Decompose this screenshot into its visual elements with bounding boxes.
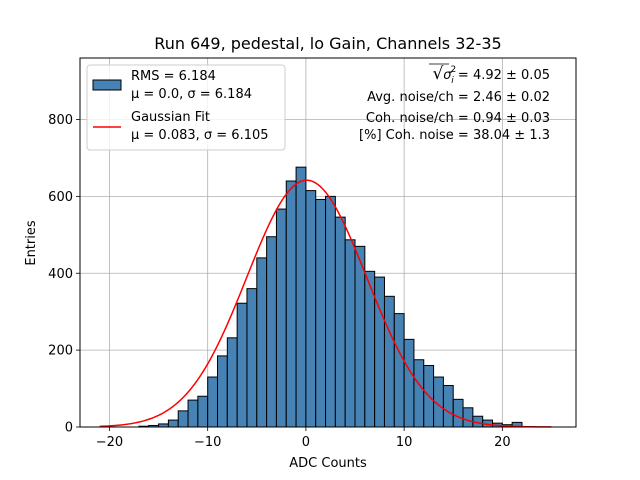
histogram-bar bbox=[403, 338, 415, 428]
pct-coh-noise-annotation: [%] Coh. noise = 38.04 ± 1.3 bbox=[359, 128, 550, 143]
gaussian-fit-curve bbox=[99, 179, 552, 428]
y-axis-label: Entries bbox=[24, 220, 39, 266]
histogram-bar bbox=[285, 180, 297, 428]
histogram-bar bbox=[393, 313, 405, 428]
histogram-bar bbox=[256, 257, 268, 428]
y-tick-label: 0 bbox=[65, 421, 73, 436]
x-tick-label: 0 bbox=[302, 435, 310, 450]
coh-noise-annotation: Coh. noise/ch = 0.94 ± 0.03 bbox=[366, 111, 550, 126]
sigma-sup: 2 bbox=[451, 65, 457, 75]
histogram-bar bbox=[462, 407, 474, 428]
x-tick-label: 20 bbox=[494, 435, 511, 450]
histogram-bar bbox=[452, 398, 464, 428]
x-tick-label: −20 bbox=[96, 435, 123, 450]
x-axis-label: ADC Counts bbox=[289, 456, 367, 471]
plot-frame bbox=[79, 57, 577, 428]
x-tick-label: 10 bbox=[396, 435, 413, 450]
histogram-bar bbox=[413, 359, 425, 428]
histogram-bar bbox=[344, 239, 356, 428]
histogram-bar bbox=[187, 399, 199, 428]
y-tick-label: 400 bbox=[48, 267, 73, 282]
sqrt-symbol: √ bbox=[432, 64, 443, 84]
histogram-bar bbox=[217, 355, 228, 428]
sigma-sub: i bbox=[451, 76, 454, 86]
legend-box bbox=[86, 64, 286, 151]
sigma-annotation: √σ2 i = 4.92 ± 0.05 bbox=[432, 64, 550, 86]
legend-fit-stats: μ = 0.083, σ = 6.105 bbox=[131, 128, 269, 143]
histogram-bar bbox=[305, 190, 317, 428]
histogram-bar bbox=[275, 208, 287, 428]
y-tick-label: 800 bbox=[48, 113, 73, 128]
x-tick-label: −10 bbox=[194, 435, 221, 450]
chart-title: Run 649, pedestal, lo Gain, Channels 32-… bbox=[154, 34, 501, 53]
histogram-bar bbox=[246, 288, 258, 428]
y-axis-ticks: 0 200 400 600 800 bbox=[48, 113, 80, 436]
legend-histogram-stats: μ = 0.0, σ = 6.184 bbox=[131, 87, 252, 102]
legend: RMS = 6.184 μ = 0.0, σ = 6.184 Gaussian … bbox=[86, 64, 286, 151]
histogram-bar bbox=[266, 236, 277, 428]
sigma-value: = 4.92 ± 0.05 bbox=[454, 68, 550, 83]
histogram-bar bbox=[354, 245, 366, 428]
y-tick-label: 600 bbox=[48, 190, 73, 205]
histogram-bar bbox=[295, 166, 307, 428]
histogram-bar bbox=[207, 376, 219, 428]
histogram-bar bbox=[177, 410, 189, 428]
sigma-symbol: σ bbox=[443, 68, 452, 83]
noise-annotations: √σ2 i = 4.92 ± 0.05 Avg. noise/ch = 2.46 … bbox=[359, 63, 550, 143]
histogram-bar bbox=[442, 384, 454, 428]
histogram-bar bbox=[334, 216, 346, 428]
legend-fit-label: Gaussian Fit bbox=[131, 110, 210, 125]
histogram-bar bbox=[167, 419, 179, 428]
legend-histogram-swatch bbox=[92, 79, 122, 91]
x-axis-ticks: −20 −10 0 10 20 bbox=[96, 427, 511, 450]
avg-noise-annotation: Avg. noise/ch = 2.46 ± 0.02 bbox=[367, 90, 550, 105]
histogram-bar bbox=[383, 295, 395, 428]
histogram-bar bbox=[315, 198, 327, 428]
histogram-bar bbox=[226, 337, 238, 428]
histogram-bar bbox=[197, 395, 209, 428]
histogram-bar bbox=[236, 302, 248, 428]
legend-histogram-label: RMS = 6.184 bbox=[131, 69, 216, 84]
histogram-bar bbox=[325, 195, 336, 428]
y-tick-label: 200 bbox=[48, 344, 73, 359]
